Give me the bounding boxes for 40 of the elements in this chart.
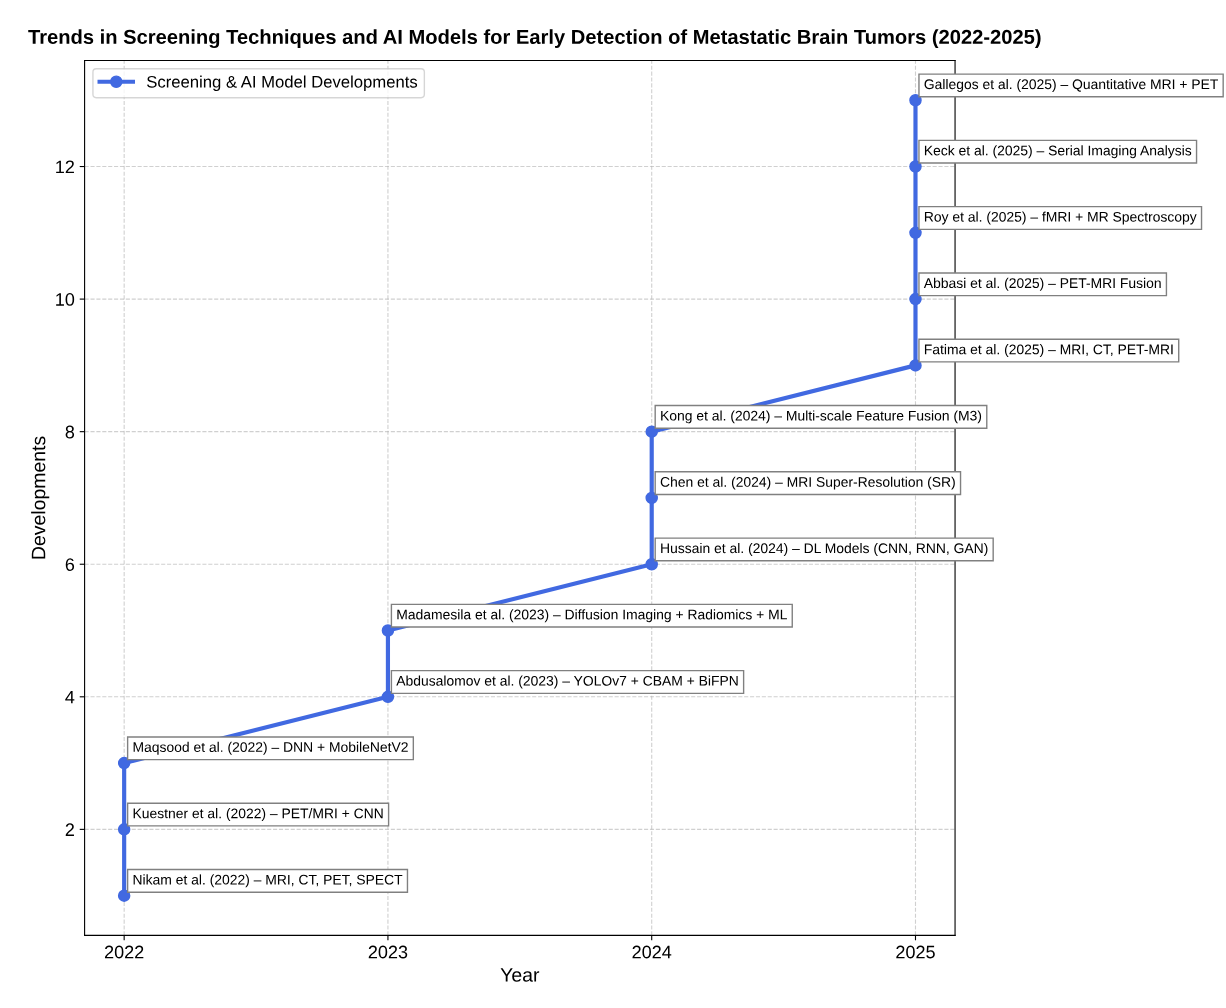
y-tick-label: 6: [65, 558, 75, 571]
point: [909, 93, 922, 107]
annotation: Abbasi et al. (2025) – PET-MRI Fusion: [923, 277, 1161, 291]
point: [381, 624, 395, 637]
point: [909, 359, 922, 372]
annotation: Kuestner et al. (2022) – PET/MRI + CNN: [133, 808, 383, 822]
annotation: Chen et al. (2024) – MRI Super-Resolution (SR): [660, 476, 955, 490]
annotation: Abdusalomov et al. (2023) – YOLOv7 + CBAM + BiFPN: [396, 675, 738, 689]
annotation: Maqsood et al. (2022) – DNN + MobileNetV2: [133, 741, 408, 755]
annotation: Nikam et al. (2022) – MRI, CT, PET, SPECT: [133, 874, 403, 888]
y-tick-label: 10: [56, 293, 75, 306]
annotation: Hussain et al. (2024) – DL Models (CNN, RNN, GAN): [661, 542, 988, 556]
point: [909, 226, 922, 240]
x-tick-label: 2024: [632, 945, 672, 959]
annotation: Gallegos et al. (2025) – Quantitative MRI + PET: [924, 78, 1219, 92]
x-tick-label: 2022: [104, 945, 144, 959]
annotation: Fatima et al. (2025) – MRI, CT, PET-MRI: [924, 344, 1173, 358]
x-axis-title: Year: [500, 968, 540, 982]
point: [645, 425, 658, 438]
point: [645, 491, 658, 505]
chart-title: Trends in Screening Techniques and AI Models for Early Detection of Metastatic Brain Tumors (2022-2025): [28, 29, 1041, 49]
point: [645, 557, 658, 571]
y-tick-label: 12: [56, 160, 74, 174]
y-tick-label: 8: [65, 425, 75, 439]
y-tick-label: 2: [65, 823, 74, 836]
annotation: Keck et al. (2025) – Serial Imaging Analysis: [924, 145, 1192, 159]
y-tick-label: 4: [65, 690, 75, 704]
annotation: Madamesila et al. (2023) – Diffusion Imaging + Radiomics + ML: [397, 609, 787, 623]
point: [117, 823, 131, 836]
annotation: Kong et al. (2024) – Multi-scale Feature Fusion (M3): [661, 410, 982, 424]
x-tick-label: 2025: [896, 945, 935, 959]
point: [909, 292, 922, 306]
point: [117, 889, 131, 902]
point: [381, 690, 395, 704]
annotation: Roy et al. (2025) – fMRI + MR Spectroscopy: [924, 211, 1197, 225]
point: [117, 756, 131, 770]
y-axis-title: Developments: [31, 436, 50, 559]
point: [909, 160, 922, 173]
x-tick-label: 2023: [368, 945, 408, 959]
legend-label: Screening & AI Model Developments: [147, 75, 418, 92]
